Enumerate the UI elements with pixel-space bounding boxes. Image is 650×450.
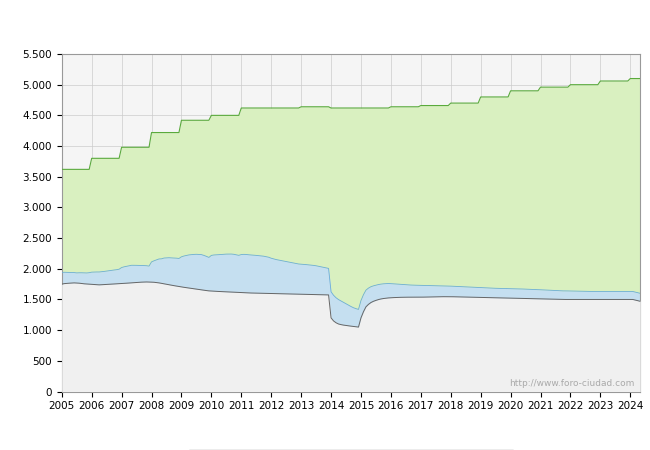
Text: Gelida - Evolucion de la poblacion en edad de Trabajar Mayo de 2024: Gelida - Evolucion de la poblacion en ed… [94,18,556,31]
Text: FORO-CIUDAD.COM: FORO-CIUDAD.COM [185,235,517,264]
Text: http://www.foro-ciudad.com: http://www.foro-ciudad.com [509,379,634,388]
